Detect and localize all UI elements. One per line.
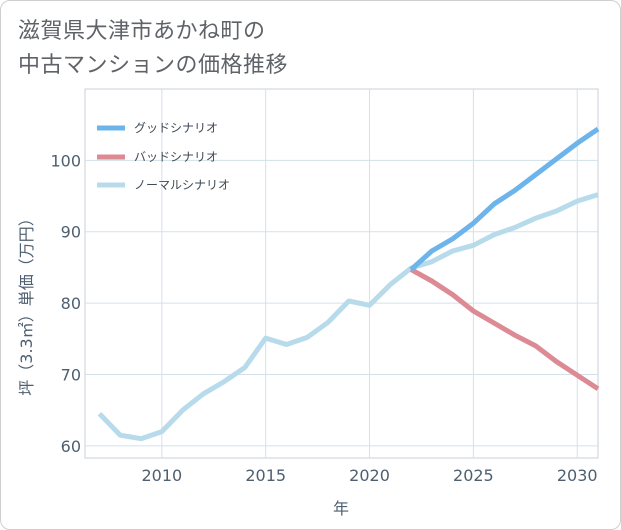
- y-tick-label-70: 70: [61, 365, 81, 384]
- chart-title: 滋賀県大津市あかね町の 中古マンションの価格推移: [18, 15, 288, 83]
- normal-scenario-line: [97, 192, 599, 442]
- legend-item-good[interactable]: グッドシナリオ: [97, 121, 218, 135]
- x-tick-labels: 2010 2015 2020 2025 2030: [141, 466, 597, 485]
- chart-title-line-1: 滋賀県大津市あかね町の: [18, 19, 266, 44]
- legend-label-bad: バッドシナリオ: [134, 150, 218, 164]
- x-axis-title: 年: [333, 499, 349, 518]
- y-tick-label-100: 100: [50, 151, 81, 170]
- legend: グッドシナリオ バッドシナリオ ノーマルシナリオ: [97, 121, 230, 192]
- chart-title-line-2: 中古マンションの価格推移: [18, 53, 289, 78]
- x-tick-label-2010: 2010: [141, 466, 182, 485]
- legend-item-normal[interactable]: ノーマルシナリオ: [97, 178, 230, 192]
- x-tick-label-2025: 2025: [453, 466, 494, 485]
- y-axis-title: 坪（3.3㎡）単価（万円）: [17, 210, 36, 395]
- y-tick-label-80: 80: [61, 294, 81, 313]
- plot-area: [84, 88, 599, 459]
- bad-scenario-line: [409, 267, 600, 391]
- legend-label-good: グッドシナリオ: [134, 121, 218, 135]
- data-series: [97, 126, 600, 442]
- y-tick-label-90: 90: [61, 223, 81, 242]
- grid-lines: [85, 89, 598, 458]
- x-tick-label-2015: 2015: [245, 466, 286, 485]
- y-tick-labels: 60 70 80 90 100: [50, 151, 81, 455]
- good-scenario-line: [409, 126, 600, 272]
- legend-label-normal: ノーマルシナリオ: [134, 178, 230, 192]
- x-tick-label-2030: 2030: [557, 466, 598, 485]
- x-tick-label-2020: 2020: [349, 466, 390, 485]
- legend-item-bad[interactable]: バッドシナリオ: [97, 150, 218, 164]
- y-tick-label-60: 60: [61, 437, 81, 456]
